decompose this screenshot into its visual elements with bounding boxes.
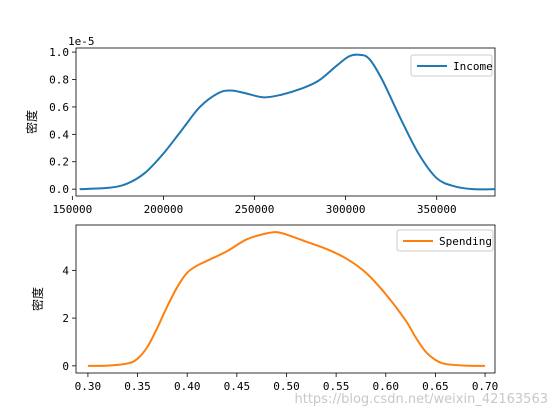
- x-tick-label: 0.65: [422, 380, 449, 393]
- y-tick-label: 0.0: [49, 183, 69, 196]
- legend-label-income: Income: [453, 60, 493, 73]
- y-tick-label: 4: [62, 264, 69, 277]
- legend-label-spending: Spending: [439, 235, 492, 248]
- x-tick-label: 0.50: [273, 380, 300, 393]
- x-tick-label: 0.55: [323, 380, 350, 393]
- x-ticks: 150000 200000 250000 300000 350000: [52, 196, 457, 216]
- axes-frame: [75, 224, 496, 374]
- y-tick-label: 0.2: [49, 156, 69, 169]
- income-density-subplot: 150000 200000 250000 300000 350000 0.0 0.2 0.4…: [24, 35, 496, 216]
- y-ticks: 0.0 0.2 0.4 0.6 0.8 1.0: [49, 46, 76, 196]
- y-tick-label: 1.0: [49, 46, 69, 59]
- x-tick-label: 200000: [144, 203, 184, 216]
- series-group: [79, 53, 496, 191]
- y-tick-label: 2: [62, 312, 69, 325]
- x-tick-label: 0.60: [373, 380, 400, 393]
- y-ticks: 0 2 4: [62, 264, 76, 373]
- series-line-spending: [87, 231, 486, 367]
- y-tick-label: 0.8: [49, 74, 69, 87]
- x-tick-label: 0.35: [124, 380, 151, 393]
- x-tick-label: 0.70: [472, 380, 499, 393]
- spending-density-subplot: 0.30 0.35 0.40 0.45 0.50 0.55 0.60 0.65 0.70 0 2 4…: [30, 224, 499, 393]
- series-group: [87, 231, 486, 367]
- y-tick-label: 0.6: [49, 101, 69, 114]
- x-tick-label: 350000: [417, 203, 457, 216]
- axes-frame: [75, 47, 496, 197]
- y-axis-label: 密度: [24, 110, 39, 134]
- y-axis-label: 密度: [30, 287, 45, 311]
- watermark-text: https://blog.csdn.net/weixin_42163563: [294, 392, 548, 407]
- legend-box: [410, 54, 493, 77]
- x-tick-label: 150000: [52, 203, 92, 216]
- y-offset-label: 1e-5: [68, 35, 95, 48]
- x-ticks: 0.30 0.35 0.40 0.45 0.50 0.55 0.60 0.65 0.70: [75, 373, 499, 393]
- legend: Spending: [396, 229, 494, 252]
- x-tick-label: 0.45: [224, 380, 251, 393]
- x-tick-label: 300000: [326, 203, 366, 216]
- y-tick-label: 0.4: [49, 128, 69, 141]
- y-tick-label: 0: [62, 360, 69, 373]
- legend-box: [396, 229, 494, 252]
- x-tick-label: 0.40: [174, 380, 201, 393]
- legend: Income: [410, 54, 493, 77]
- x-tick-label: 0.30: [75, 380, 102, 393]
- x-tick-label: 250000: [235, 203, 275, 216]
- series-line-income: [79, 53, 496, 191]
